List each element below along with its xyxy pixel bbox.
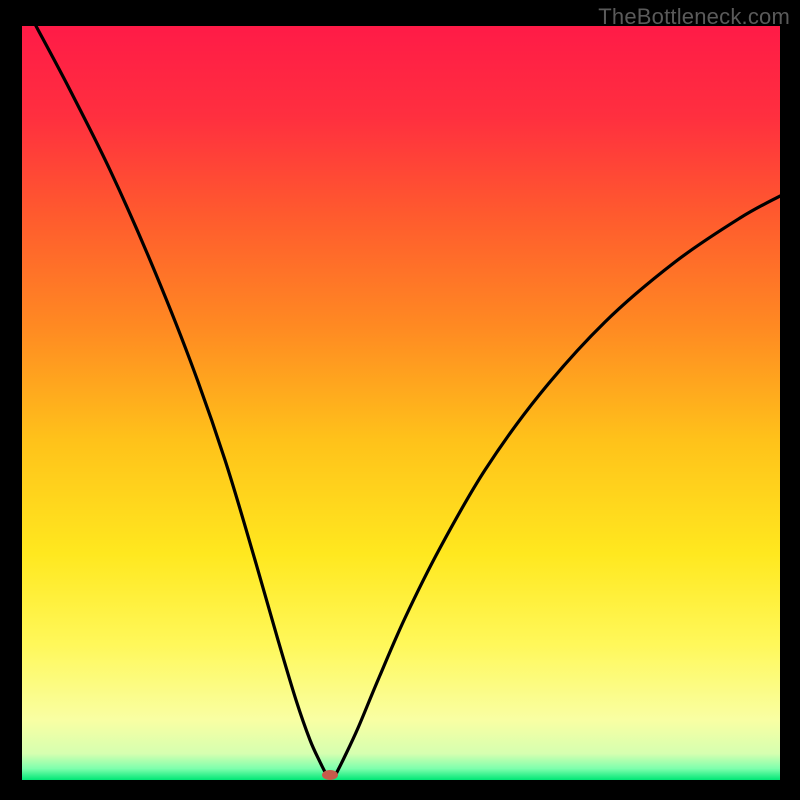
minimum-marker bbox=[322, 770, 338, 780]
chart-container: TheBottleneck.com bbox=[0, 0, 800, 800]
bottleneck-chart bbox=[0, 0, 800, 800]
watermark-text: TheBottleneck.com bbox=[598, 4, 790, 30]
chart-background-gradient bbox=[22, 26, 780, 780]
